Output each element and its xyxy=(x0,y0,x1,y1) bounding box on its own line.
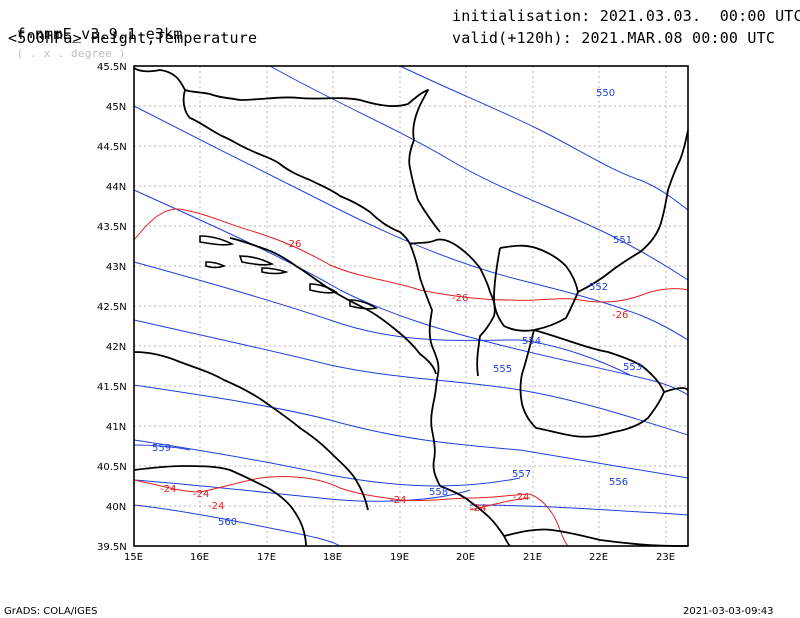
lon-label: 19E xyxy=(390,552,409,563)
bulgaria-border xyxy=(663,387,689,393)
temp-label: -24 xyxy=(208,501,224,512)
model-title: f-nmmE_v3.9.1-e3km ( . x . degree ) xyxy=(0,7,183,61)
lon-label: 20E xyxy=(456,552,475,563)
dalmatian-coast xyxy=(229,237,437,375)
lat-label: 41.5N xyxy=(97,382,127,393)
height-contour-557 xyxy=(133,439,521,487)
lat-label: 40N xyxy=(106,502,126,513)
temp-label: -24 xyxy=(193,489,209,500)
lon-label: 17E xyxy=(257,552,276,563)
temp-label: -26 xyxy=(285,239,301,250)
lat-label: 45N xyxy=(106,102,126,113)
temp-label: -24 xyxy=(513,492,529,503)
lat-label: 39.5N xyxy=(97,542,127,553)
croatia-inland-border xyxy=(184,89,441,233)
height-label: 552 xyxy=(589,282,608,293)
lat-label: 41N xyxy=(106,422,126,433)
temp-label: -24 xyxy=(470,503,486,514)
lat-label: 44N xyxy=(106,182,126,193)
height-contour-550 xyxy=(399,65,689,211)
height-label: 560 xyxy=(218,517,237,528)
longitude-labels: 15E 16E 17E 18E 19E 20E 21E 22E 23E xyxy=(124,552,675,563)
temperature-contour-24 xyxy=(133,476,569,547)
height-contour-560 xyxy=(133,504,341,547)
height-label: 557 xyxy=(512,469,531,480)
temp-label: -24 xyxy=(160,484,176,495)
height-labels: 550 551 552 553 554 555 556 557 558 559 … xyxy=(152,88,642,528)
greece-coast xyxy=(503,528,689,547)
height-contour-555 xyxy=(133,319,689,436)
italy-gulf-coast xyxy=(133,465,307,547)
lat-label: 44.5N xyxy=(97,142,127,153)
lon-label: 18E xyxy=(323,552,342,563)
lat-label: 40.5N xyxy=(97,462,127,473)
height-contour-551 xyxy=(269,65,689,281)
height-label: 551 xyxy=(613,235,632,246)
lon-label: 23E xyxy=(656,552,675,563)
projection-label: ( . x . degree ) xyxy=(16,47,126,60)
albania-greece-border xyxy=(439,485,511,547)
lon-label: 15E xyxy=(124,552,143,563)
kosovo-border xyxy=(493,244,579,332)
height-contour-552 xyxy=(133,105,689,341)
height-label: 558 xyxy=(429,487,448,498)
lat-label: 42N xyxy=(106,342,126,353)
temperature-labels: -26 -26 -26 -24 -24 -24 -24 -24 -24 xyxy=(160,239,628,514)
north-macedonia-border xyxy=(519,329,665,438)
map-frame xyxy=(133,65,689,547)
height-contour-554 xyxy=(133,261,631,376)
lon-label: 21E xyxy=(523,552,542,563)
lon-label: 22E xyxy=(589,552,608,563)
height-contour-559 xyxy=(133,444,191,451)
temp-label: -26 xyxy=(452,293,468,304)
croatia-coastline xyxy=(133,67,411,245)
montenegro-albania-border xyxy=(409,243,441,487)
height-label: 555 xyxy=(493,364,512,375)
footer-credit: GrADS: COLA/IGES xyxy=(4,606,98,617)
lat-label: 42.5N xyxy=(97,302,127,313)
height-contour-558 xyxy=(133,479,471,502)
height-contours xyxy=(133,65,689,547)
init-time: initialisation: 2021.03.03. 00:00 UTC xyxy=(452,7,800,25)
valid-time: valid(+120h): 2021.MAR.08 00:00 UTC xyxy=(452,29,776,47)
lon-label: 16E xyxy=(190,552,209,563)
temp-label: -26 xyxy=(612,310,628,321)
height-label: 550 xyxy=(596,88,615,99)
temperature-contour-26 xyxy=(133,208,689,303)
height-label: 554 xyxy=(522,336,541,347)
latitude-labels: 45.5N 45N 44.5N 44N 43.5N 43N 42.5N 42N … xyxy=(97,62,127,553)
lat-label: 45.5N xyxy=(97,62,127,73)
lat-label: 43.5N xyxy=(97,222,127,233)
height-contour-556b xyxy=(469,504,689,516)
height-label: 553 xyxy=(623,362,642,373)
italy-heel-coast xyxy=(133,351,369,511)
islands xyxy=(199,235,378,310)
lat-label: 43N xyxy=(106,262,126,273)
coastlines-borders xyxy=(133,67,689,547)
footer-timestamp: 2021-03-03-09:43 xyxy=(683,606,774,617)
field-title: <500hPa> Height,Temperature xyxy=(8,29,258,47)
height-label: 556 xyxy=(609,477,628,488)
model-name: f-nmmE_v3.9.1-e3km xyxy=(16,25,183,43)
serbia-east-border xyxy=(577,129,689,293)
height-label: 559 xyxy=(152,443,171,454)
bosnia-border xyxy=(409,238,496,377)
height-contour-556 xyxy=(133,384,689,479)
temp-label: -24 xyxy=(390,495,406,506)
